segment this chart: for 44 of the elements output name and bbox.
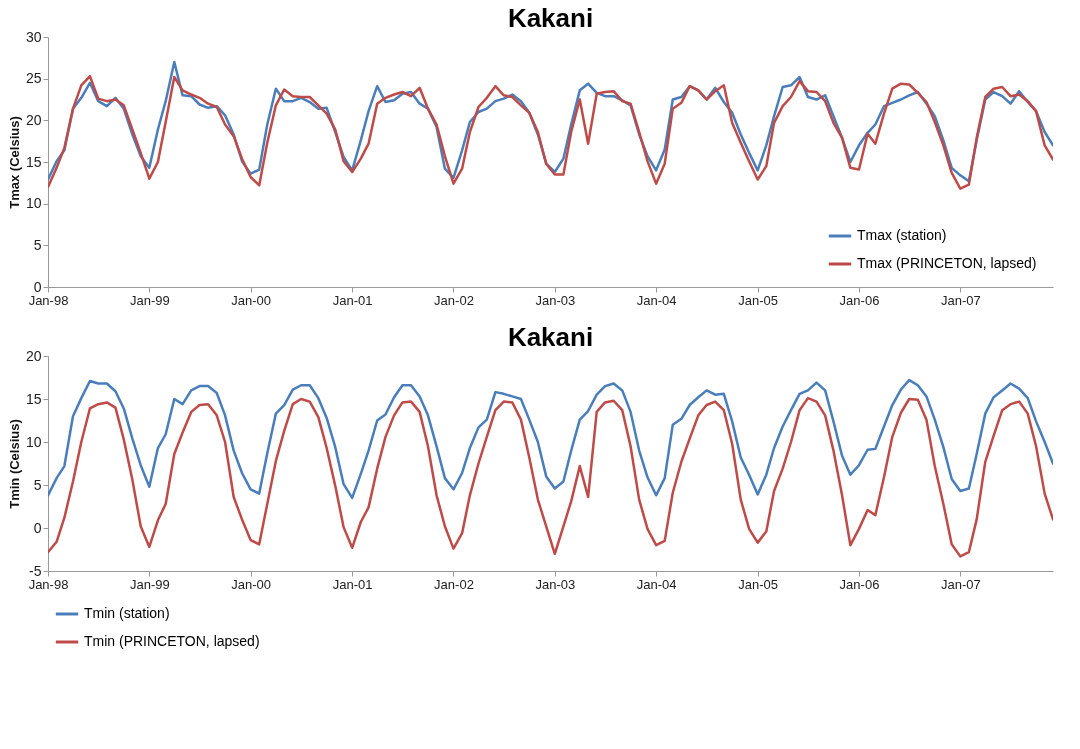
x-tick-label: Jan-04 bbox=[636, 576, 677, 592]
y-tick-label: 0 bbox=[33, 278, 42, 295]
legend-label: Tmax (station) bbox=[857, 227, 947, 243]
y-tick-label: 15 bbox=[25, 390, 42, 407]
y-axis-title: Tmax (Celsius) bbox=[6, 116, 22, 209]
y-tick-label: 30 bbox=[25, 28, 42, 45]
x-tick-label: Jan-03 bbox=[535, 576, 576, 592]
x-tick-label: Jan-07 bbox=[940, 576, 981, 592]
x-tick-label: Jan-02 bbox=[434, 292, 474, 308]
y-axis-title: Tmin (Celsius) bbox=[6, 419, 22, 509]
legend-label: Tmax (PRINCETON, lapsed) bbox=[857, 255, 1037, 271]
y-tick-label: 20 bbox=[25, 111, 42, 128]
x-tick-label: Jan-98 bbox=[28, 576, 69, 592]
x-tick-label: Jan-00 bbox=[231, 292, 271, 308]
y-tick-label: 0 bbox=[33, 519, 42, 536]
chart-title: Kakani bbox=[507, 3, 594, 33]
x-tick-label: Jan-02 bbox=[434, 576, 474, 592]
x-tick-label: Jan-04 bbox=[636, 292, 677, 308]
x-tick-label: Jan-00 bbox=[231, 576, 271, 592]
x-tick-label: Jan-98 bbox=[28, 292, 69, 308]
x-tick-label: Jan-03 bbox=[535, 292, 576, 308]
x-tick-label: Jan-06 bbox=[839, 292, 880, 308]
y-tick-label: 5 bbox=[33, 236, 42, 253]
y-tick-label: 25 bbox=[25, 70, 42, 87]
y-tick-label: 10 bbox=[25, 195, 42, 212]
y-tick-label: 5 bbox=[33, 476, 42, 493]
x-tick-label: Jan-99 bbox=[129, 292, 170, 308]
x-tick-label: Jan-05 bbox=[738, 292, 779, 308]
y-tick-label: 15 bbox=[25, 153, 42, 170]
legend-label: Tmin (PRINCETON, lapsed) bbox=[84, 633, 260, 649]
x-tick-label: Jan-99 bbox=[129, 576, 170, 592]
x-tick-label: Jan-01 bbox=[332, 576, 373, 592]
x-tick-label: Jan-01 bbox=[332, 292, 373, 308]
line-series bbox=[48, 74, 1053, 190]
chart-title: Kakani bbox=[507, 322, 594, 352]
y-tick-label: 20 bbox=[25, 347, 42, 364]
legend-label: Tmin (station) bbox=[84, 605, 170, 621]
y-tick-label: -5 bbox=[29, 562, 42, 579]
y-tick-label: 10 bbox=[25, 433, 42, 450]
x-tick-label: Jan-07 bbox=[940, 292, 981, 308]
line-series bbox=[48, 396, 1053, 558]
line-series bbox=[48, 378, 1053, 500]
x-tick-label: Jan-06 bbox=[839, 576, 880, 592]
x-tick-label: Jan-05 bbox=[738, 576, 779, 592]
